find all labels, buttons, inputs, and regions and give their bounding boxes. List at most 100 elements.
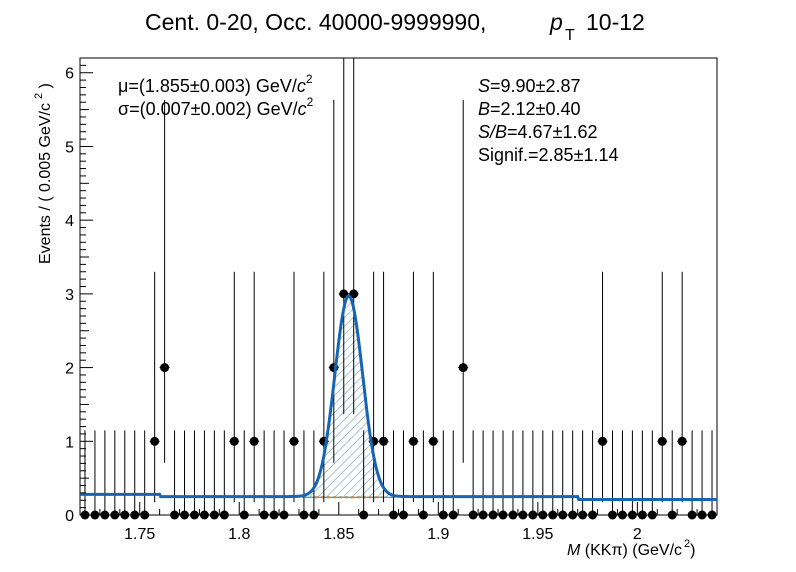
- data-marker: [707, 510, 717, 520]
- x-tick-label: 2: [633, 526, 642, 543]
- data-marker: [578, 510, 588, 520]
- data-point: [597, 271, 608, 503]
- data-marker: [110, 510, 120, 520]
- data-marker: [180, 510, 190, 520]
- y-tick-label: 2: [65, 361, 74, 378]
- data-marker: [458, 363, 468, 373]
- data-marker: [498, 510, 508, 520]
- data-point: [527, 430, 538, 520]
- data-point: [617, 430, 628, 520]
- data-point: [80, 430, 90, 520]
- data-marker: [219, 510, 229, 520]
- data-point: [358, 430, 369, 520]
- data-marker: [607, 510, 617, 520]
- data-marker: [448, 510, 458, 520]
- y-tick-label: 0: [65, 508, 74, 525]
- data-marker: [408, 436, 418, 446]
- data-point: [687, 430, 698, 520]
- signal-annotation: S=9.90±2.87: [478, 76, 580, 96]
- data-marker: [269, 510, 279, 520]
- data-point: [189, 430, 200, 520]
- data-point: [249, 271, 260, 503]
- data-marker: [538, 510, 548, 520]
- fit-parameters: μ=(1.855±0.003) GeV/c2 σ=(0.007±0.002) G…: [118, 72, 314, 119]
- data-marker: [389, 510, 399, 520]
- data-marker: [100, 510, 110, 520]
- data-point: [259, 430, 270, 520]
- data-point: [448, 430, 459, 520]
- data-marker: [697, 510, 707, 520]
- x-tick-label: 1.9: [427, 526, 449, 543]
- x-label-text: M (KKπ) (GeV/c 2): [567, 538, 696, 559]
- data-marker: [229, 436, 239, 446]
- data-marker: [90, 510, 100, 520]
- data-marker: [518, 510, 528, 520]
- data-marker: [657, 436, 667, 446]
- data-marker: [309, 510, 319, 520]
- data-marker: [627, 510, 637, 520]
- data-point: [418, 430, 429, 520]
- data-point: [478, 430, 489, 520]
- data-marker: [120, 510, 130, 520]
- data-marker: [359, 510, 369, 520]
- data-marker: [398, 510, 408, 520]
- y-tick-label: 5: [65, 139, 74, 156]
- data-marker: [687, 510, 697, 520]
- data-point: [289, 271, 299, 503]
- data-marker: [339, 289, 349, 299]
- data-point: [229, 271, 240, 503]
- data-marker: [478, 510, 488, 520]
- data-point: [507, 430, 518, 520]
- data-point: [209, 430, 220, 520]
- data-point: [587, 430, 598, 520]
- data-marker: [199, 510, 209, 520]
- data-point: [408, 271, 419, 503]
- data-point: [517, 430, 528, 520]
- data-point: [707, 430, 717, 520]
- data-point: [557, 430, 568, 520]
- chart-title: Cent. 0-20, Occ. 40000-9999990, p T 10-1…: [145, 9, 645, 44]
- data-point: [219, 430, 230, 520]
- data-point: [199, 430, 210, 520]
- y-axis-label: Events / ( 0.005 GeV/c2 ): [33, 83, 54, 264]
- data-point: [677, 271, 688, 503]
- data-point: [667, 430, 678, 520]
- data-point: [338, 58, 349, 415]
- data-point: [169, 430, 180, 520]
- data-marker: [279, 510, 289, 520]
- data-point: [269, 430, 280, 520]
- data-marker: [209, 510, 219, 520]
- data-marker: [130, 510, 140, 520]
- data-point: [657, 271, 668, 503]
- data-marker: [299, 510, 309, 520]
- data-marker: [249, 436, 259, 446]
- data-point: [547, 430, 558, 520]
- data-point: [438, 430, 449, 520]
- data-point: [498, 430, 508, 520]
- y-tick-label: 6: [65, 66, 74, 83]
- yield-summary: S=9.90±2.87 B=2.12±0.40 S/B=4.67±1.62 Si…: [478, 76, 618, 165]
- title-subscript: T: [565, 27, 575, 44]
- x-tick-label: 1.85: [323, 526, 354, 543]
- signal-fill: [302, 296, 396, 498]
- data-point: [109, 430, 120, 520]
- data-marker: [259, 510, 269, 520]
- data-points: [80, 58, 717, 520]
- data-marker: [528, 510, 538, 520]
- data-point: [488, 430, 499, 520]
- data-point: [279, 430, 290, 520]
- data-marker: [140, 510, 150, 520]
- data-marker: [588, 510, 598, 520]
- total-fit: [80, 294, 717, 501]
- data-point: [398, 430, 409, 520]
- data-point: [139, 430, 150, 520]
- data-point: [239, 430, 250, 520]
- data-marker: [568, 510, 578, 520]
- plot-frame: [79, 57, 718, 516]
- data-marker: [289, 436, 299, 446]
- data-point: [428, 271, 439, 503]
- data-marker: [428, 436, 438, 446]
- data-point: [637, 430, 648, 520]
- data-point: [577, 430, 588, 520]
